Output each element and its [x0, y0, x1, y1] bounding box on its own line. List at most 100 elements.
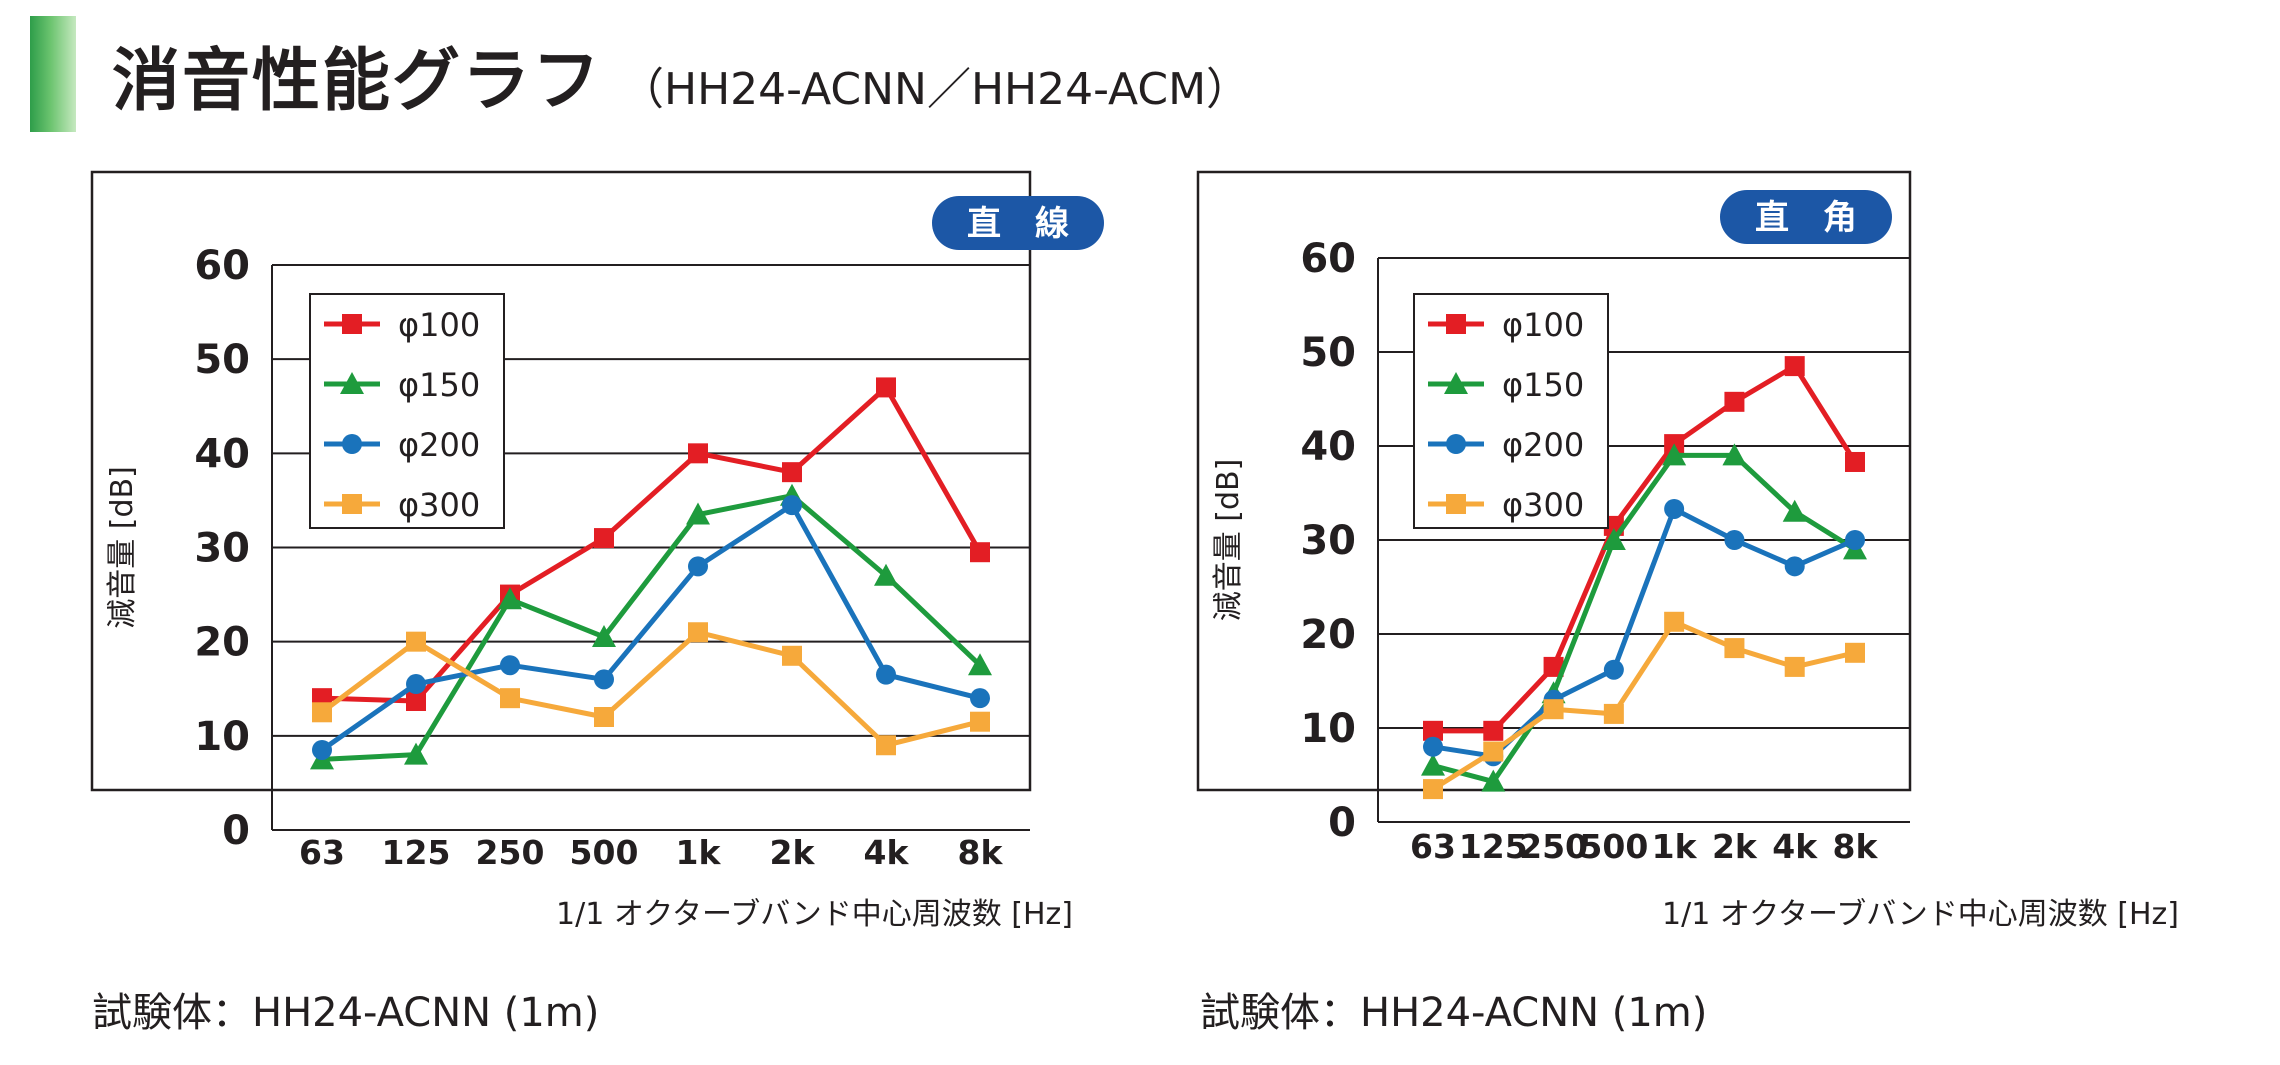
left-legend-label: φ150 [398, 366, 480, 404]
left-legend-swatch-marker [342, 434, 362, 454]
left-data-point [594, 669, 614, 690]
caption-right: 試験体：HH24-ACNN (1m) [1200, 990, 1708, 1036]
right-legend-label: φ150 [1502, 366, 1584, 404]
right-data-point [1543, 656, 1564, 677]
left-data-point [594, 528, 614, 549]
left-badge-label: 直 線 [967, 204, 1069, 244]
left-ytick-label: 20 [194, 620, 250, 666]
left-ytick-label: 0 [222, 808, 250, 854]
right-xtick-label: 125 [1459, 827, 1528, 866]
left-ytick-label: 10 [194, 714, 250, 760]
title-accent-bar [30, 16, 76, 132]
right-badge [1720, 190, 1892, 244]
right-data-point [1543, 699, 1564, 720]
right-ytick-label: 10 [1300, 706, 1356, 752]
right-ytick-label: 0 [1328, 800, 1356, 846]
right-data-point [1601, 528, 1626, 550]
left-badge [932, 196, 1104, 250]
left-xtick-label: 500 [570, 833, 639, 872]
right-data-point [1423, 736, 1443, 757]
left-data-point [498, 587, 522, 610]
right-series-line [1433, 363, 1858, 734]
right-data-point [1784, 556, 1805, 577]
left-legend-swatch-marker [342, 494, 362, 514]
left-legend-label: φ100 [398, 306, 480, 344]
right-legend-swatch-marker [1446, 314, 1466, 334]
caption-left: 試験体：HH24-ACNN (1m) [92, 990, 600, 1036]
left-data-point [688, 556, 708, 577]
left-data-point [312, 739, 332, 760]
right-y-axis-label: 減音量 [dB] [1211, 459, 1246, 622]
right-data-point [1423, 720, 1443, 741]
left-data-point [970, 711, 990, 732]
left-data-point [970, 542, 990, 563]
left-data-point [404, 742, 428, 765]
right-data-point [1664, 611, 1685, 632]
left-data-point [688, 443, 708, 464]
left-ytick-label: 40 [194, 431, 250, 477]
left-xtick-label: 8k [958, 833, 1004, 872]
right-ytick-label: 60 [1300, 236, 1356, 282]
right-ytick-label: 40 [1300, 424, 1356, 470]
right-legend-swatch-marker [1446, 434, 1466, 454]
right-xtick-label: 1k [1652, 827, 1698, 866]
right-data-point [1845, 530, 1865, 550]
left-data-point [688, 622, 708, 643]
right-xtick-label: 2k [1712, 827, 1758, 866]
page-title-model: （HH24-ACNN／HH24-ACM） [620, 64, 1251, 115]
right-legend-label: φ100 [1502, 306, 1584, 344]
right-data-point [1782, 499, 1807, 522]
left-data-point [782, 462, 802, 483]
right-data-point [1724, 530, 1745, 550]
left-data-point [500, 655, 520, 676]
left-data-point [406, 631, 426, 652]
right-data-point [1664, 498, 1685, 519]
right-xtick-label: 8k [1833, 827, 1879, 866]
left-y-axis-label: 減音量 [dB] [105, 466, 140, 629]
right-data-point [1845, 451, 1865, 472]
left-chart-frame [90, 170, 1032, 792]
right-xtick-label: 4k [1772, 827, 1818, 866]
left-legend-label: φ200 [398, 426, 480, 464]
right-xtick-label: 250 [1519, 827, 1588, 866]
left-xtick-label: 250 [476, 833, 545, 872]
right-data-point [1845, 642, 1865, 663]
left-data-point [876, 735, 896, 756]
left-data-point [874, 563, 898, 586]
right-series-line [1432, 452, 1857, 785]
right-ytick-label: 20 [1300, 612, 1356, 658]
right-legend-label: φ200 [1502, 426, 1584, 464]
right-ytick-label: 30 [1300, 518, 1356, 564]
right-data-point [1423, 779, 1443, 800]
right-data-point [1483, 720, 1504, 741]
page-title: 消音性能グラフ （HH24-ACNN／HH24-ACM） [112, 32, 1250, 132]
page-title-main: 消音性能グラフ [112, 42, 603, 121]
right-data-point [1483, 741, 1504, 762]
left-x-axis-label: 1/1 オクターブバンド中心周波数 [Hz] [556, 897, 1073, 932]
right-xtick-label: 500 [1579, 827, 1648, 866]
right-data-point [1603, 703, 1624, 724]
left-xtick-label: 63 [299, 833, 345, 872]
left-data-point [592, 624, 616, 647]
right-data-point [1724, 638, 1745, 659]
right-data-point [1481, 769, 1506, 792]
left-data-point [594, 707, 614, 727]
left-data-point [970, 688, 990, 709]
right-data-point [1724, 391, 1745, 412]
left-data-point [782, 495, 802, 516]
left-legend-swatch-marker [342, 314, 362, 334]
right-data-point [1662, 443, 1687, 466]
left-data-point [782, 645, 802, 666]
right-data-point [1421, 753, 1445, 776]
right-xtick-label: 63 [1410, 827, 1456, 866]
right-data-point [1603, 659, 1624, 680]
right-data-point [1722, 443, 1747, 466]
left-ytick-label: 30 [194, 526, 250, 572]
right-legend-swatch-marker [1446, 494, 1466, 514]
left-legend-label: φ300 [398, 486, 480, 524]
right-badge-label: 直 角 [1755, 198, 1857, 238]
right-series-line [1431, 619, 1856, 792]
left-legend-swatch-marker [340, 372, 364, 394]
right-legend-label: φ300 [1502, 486, 1584, 524]
